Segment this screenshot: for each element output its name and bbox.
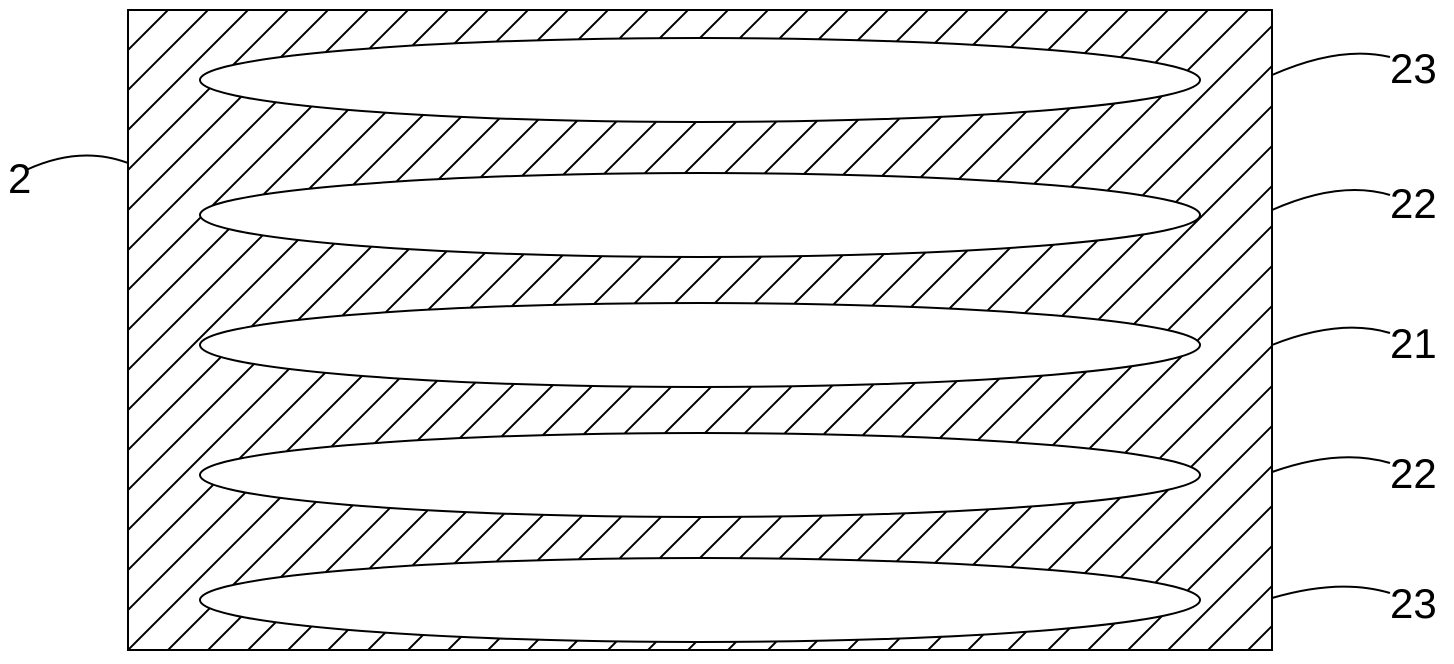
ellipse-e22_lower	[200, 433, 1200, 517]
ellipse-e22_upper	[200, 173, 1200, 257]
label-22-upper: 22	[1390, 180, 1437, 228]
label-22-lower: 22	[1390, 450, 1437, 498]
label-23-top: 23	[1390, 45, 1437, 93]
label-2: 2	[8, 155, 31, 203]
cross-section-figure	[0, 0, 1454, 664]
ellipse-e23_bottom	[200, 558, 1200, 642]
ellipse-e21_middle	[200, 303, 1200, 387]
ellipse-e23_top	[200, 38, 1200, 122]
label-21-middle: 21	[1390, 320, 1437, 368]
label-23-bottom: 23	[1390, 580, 1437, 628]
